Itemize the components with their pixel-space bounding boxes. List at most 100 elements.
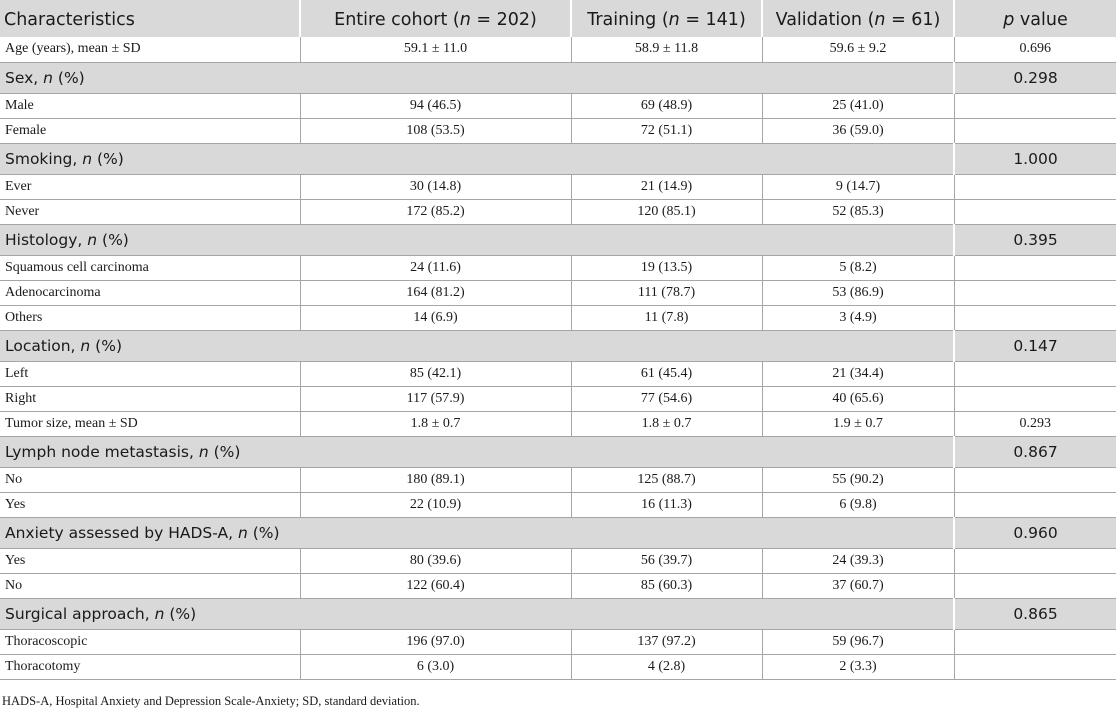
row-training: 16 (11.3) [571, 492, 763, 518]
row-training: 11 (7.8) [571, 305, 763, 331]
row-entire: 6 (3.0) [300, 654, 572, 680]
table-row: Female 108 (53.5) 72 (51.1) 36 (59.0) [0, 118, 1116, 144]
header-validation-pre: Validation ( [775, 9, 875, 30]
tumor-validation: 1.9 ± 0.7 [762, 411, 955, 437]
row-label: No [0, 573, 301, 599]
sex-label: Sex, [5, 68, 44, 87]
lymph-suffix: (%) [208, 442, 241, 461]
table-row: No 122 (60.4) 85 (60.3) 37 (60.7) [0, 573, 1116, 599]
surgical-p: 0.865 [954, 598, 1116, 630]
row-entire: 172 (85.2) [300, 199, 572, 225]
row-validation: 6 (9.8) [762, 492, 955, 518]
location-p: 0.147 [954, 330, 1116, 362]
smoking-group-label: Smoking, n (%) [0, 143, 955, 175]
sex-group-row: Sex, n (%) 0.298 [0, 62, 1116, 94]
histology-group-row: Histology, n (%) 0.395 [0, 224, 1116, 256]
table-row: Adenocarcinoma 164 (81.2) 111 (78.7) 53 … [0, 280, 1116, 306]
row-label: Yes [0, 548, 301, 574]
row-label: Right [0, 386, 301, 412]
row-label: Squamous cell carcinoma [0, 255, 301, 281]
histology-n: n [87, 230, 98, 249]
location-suffix: (%) [90, 336, 122, 355]
row-training: 125 (88.7) [571, 467, 763, 493]
tumor-entire: 1.8 ± 0.7 [300, 411, 572, 437]
row-training: 56 (39.7) [571, 548, 763, 574]
age-training: 58.9 ± 11.8 [571, 37, 763, 63]
row-validation: 37 (60.7) [762, 573, 955, 599]
row-label: Thoracotomy [0, 654, 301, 680]
table-row: Yes 80 (39.6) 56 (39.7) 24 (39.3) [0, 548, 1116, 574]
row-validation: 3 (4.9) [762, 305, 955, 331]
row-entire: 80 (39.6) [300, 548, 572, 574]
header-p-post: value [1014, 9, 1068, 30]
header-entire-post: = 202) [470, 9, 537, 30]
row-label: Male [0, 93, 301, 119]
sex-n: n [43, 68, 53, 87]
histology-p: 0.395 [954, 224, 1116, 256]
row-p [954, 174, 1116, 200]
smoking-suffix: (%) [92, 149, 124, 168]
row-training: 111 (78.7) [571, 280, 763, 306]
anxiety-group-row: Anxiety assessed by HADS-A, n (%) 0.960 [0, 517, 1116, 549]
surgical-label: Surgical approach, [5, 604, 155, 623]
table-row: Left 85 (42.1) 61 (45.4) 21 (34.4) [0, 361, 1116, 387]
row-p [954, 386, 1116, 412]
surgical-n: n [154, 604, 165, 623]
anxiety-suffix: (%) [247, 523, 280, 542]
row-p [954, 654, 1116, 680]
row-entire: 24 (11.6) [300, 255, 572, 281]
row-p [954, 548, 1116, 574]
tumor-size-row: Tumor size, mean ± SD 1.8 ± 0.7 1.8 ± 0.… [0, 411, 1116, 437]
location-n: n [80, 336, 91, 355]
row-entire: 108 (53.5) [300, 118, 572, 144]
row-p [954, 93, 1116, 119]
row-training: 21 (14.9) [571, 174, 763, 200]
lymph-n: n [198, 442, 209, 461]
table-row: Never 172 (85.2) 120 (85.1) 52 (85.3) [0, 199, 1116, 225]
header-training-post: = 141) [679, 9, 746, 30]
header-validation: Validation (n = 61) [762, 0, 955, 37]
table-row: Right 117 (57.9) 77 (54.6) 40 (65.6) [0, 386, 1116, 412]
header-validation-post: = 61) [885, 9, 941, 30]
row-p [954, 199, 1116, 225]
histology-label: Histology, [5, 230, 88, 249]
age-entire: 59.1 ± 11.0 [300, 37, 572, 63]
row-entire: 122 (60.4) [300, 573, 572, 599]
header-p: p [1003, 9, 1015, 30]
lymph-p: 0.867 [954, 436, 1116, 468]
table-row: Thoracotomy 6 (3.0) 4 (2.8) 2 (3.3) [0, 654, 1116, 680]
row-validation: 53 (86.9) [762, 280, 955, 306]
row-validation: 55 (90.2) [762, 467, 955, 493]
smoking-p: 1.000 [954, 143, 1116, 175]
table-row: Thoracoscopic 196 (97.0) 137 (97.2) 59 (… [0, 629, 1116, 655]
row-p [954, 629, 1116, 655]
histology-group-label: Histology, n (%) [0, 224, 955, 256]
row-training: 85 (60.3) [571, 573, 763, 599]
row-label: No [0, 467, 301, 493]
surgical-group-row: Surgical approach, n (%) 0.865 [0, 598, 1116, 630]
header-p-value: p value [954, 0, 1116, 37]
lymph-label: Lymph node metastasis, [5, 442, 199, 461]
anxiety-p: 0.960 [954, 517, 1116, 549]
lymph-group-row: Lymph node metastasis, n (%) 0.867 [0, 436, 1116, 468]
age-label: Age (years), mean ± SD [0, 37, 301, 63]
row-validation: 59 (96.7) [762, 629, 955, 655]
row-entire: 22 (10.9) [300, 492, 572, 518]
header-row: Characteristics Entire cohort (n = 202) … [0, 0, 1116, 37]
row-p [954, 467, 1116, 493]
age-p: 0.696 [954, 37, 1116, 63]
smoking-group-row: Smoking, n (%) 1.000 [0, 143, 1116, 175]
row-validation: 24 (39.3) [762, 548, 955, 574]
row-entire: 164 (81.2) [300, 280, 572, 306]
row-label: Ever [0, 174, 301, 200]
row-validation: 5 (8.2) [762, 255, 955, 281]
row-p [954, 573, 1116, 599]
row-validation: 9 (14.7) [762, 174, 955, 200]
location-group-label: Location, n (%) [0, 330, 955, 362]
row-label: Left [0, 361, 301, 387]
header-training-n: n [668, 9, 680, 30]
row-training: 61 (45.4) [571, 361, 763, 387]
location-group-row: Location, n (%) 0.147 [0, 330, 1116, 362]
header-characteristics-label: Characteristics [4, 9, 135, 30]
row-label: Adenocarcinoma [0, 280, 301, 306]
